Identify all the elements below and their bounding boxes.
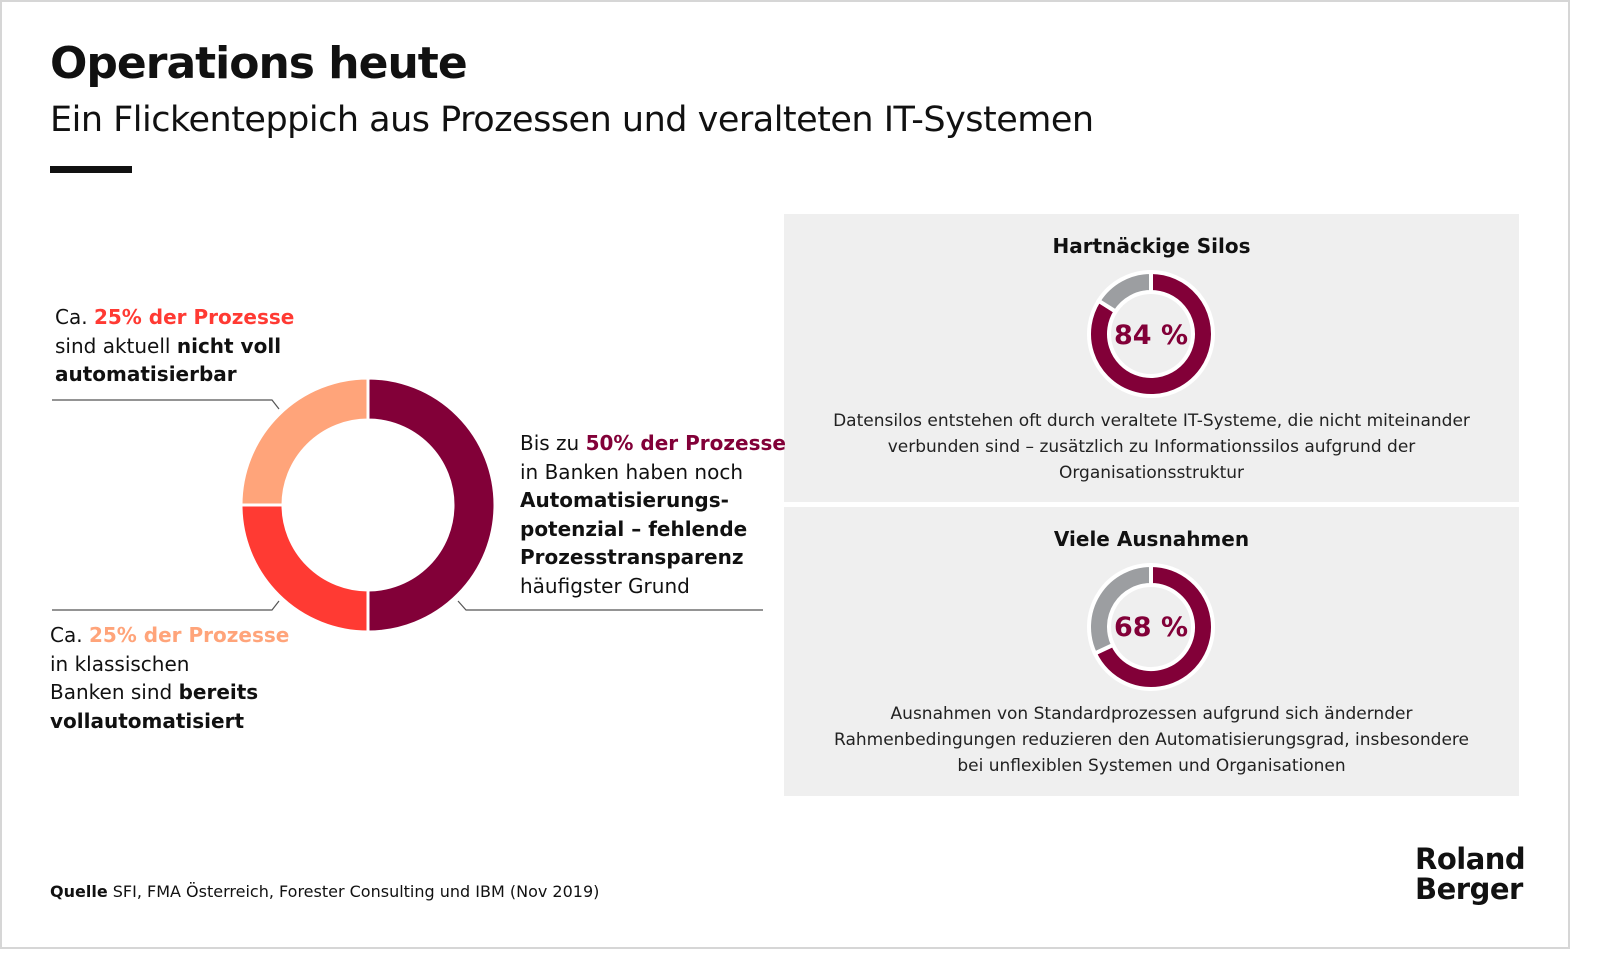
donut-segment <box>239 503 370 634</box>
callout-right: Bis zu 50% der Prozesse in Banken haben … <box>520 431 786 598</box>
donut-segment <box>1092 562 1215 691</box>
donut-segment <box>1087 269 1215 398</box>
page-subtitle: Ein Flickenteppich aus Prozessen und ver… <box>50 100 1094 140</box>
callout-top-left: Ca. 25% der Prozesse sind aktuell nicht … <box>55 305 295 386</box>
panel-text: Ausnahmen von Standardprozessen aufgrund… <box>834 704 1469 776</box>
silos-donut <box>1087 269 1215 398</box>
callout-bottom-left: Ca. 25% der Prozesse in klassischen Bank… <box>50 623 290 733</box>
callout-line-bottom-left <box>52 600 280 611</box>
ausnahmen-center-label: 68 % <box>1114 612 1188 643</box>
roland-berger-logo: Roland Berger <box>1415 842 1526 906</box>
page-title: Operations heute <box>50 38 468 89</box>
panel-ausnahmen: Viele Ausnahmen Ausnahmen von Standardpr… <box>784 507 1519 796</box>
main-donut <box>239 376 497 634</box>
panel-silos: Hartnäckige Silos Datensilos entstehen o… <box>784 214 1519 502</box>
donut-segment <box>239 376 370 507</box>
panel-title: Hartnäckige Silos <box>1052 234 1251 258</box>
source-note: Quelle SFI, FMA Österreich, Forester Con… <box>50 882 600 901</box>
title-rule <box>50 166 132 173</box>
panel-title: Viele Ausnahmen <box>1053 527 1250 551</box>
panel-text: Datensilos entstehen oft durch veraltete… <box>833 411 1470 483</box>
donut-segment <box>366 376 497 634</box>
donut-segment <box>1095 269 1153 315</box>
callout-line-right <box>457 600 763 611</box>
silos-center-label: 84 % <box>1114 320 1188 351</box>
callout-line-top-left <box>52 399 280 410</box>
frame <box>0 0 1570 949</box>
donut-segment <box>1087 562 1153 657</box>
ausnahmen-donut <box>1087 562 1215 691</box>
